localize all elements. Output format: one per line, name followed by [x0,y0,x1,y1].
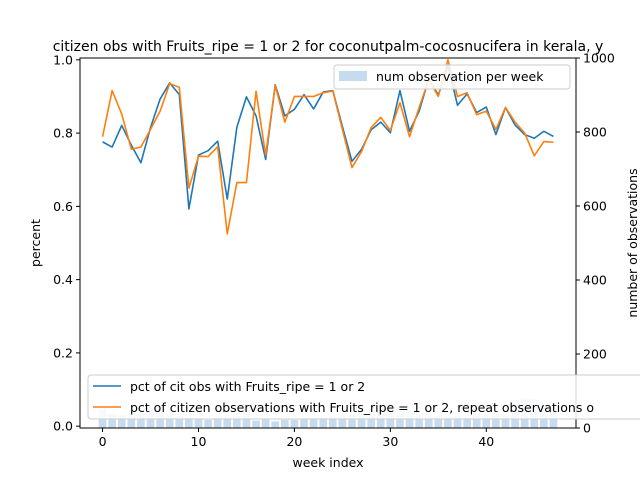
bar-42 [501,415,510,428]
legend-bar-label: num observation per week [376,69,544,84]
bar-39 [472,415,481,428]
x-axis-label: week index [292,455,363,470]
y2-tick-label: 800 [583,125,607,140]
bar-20 [290,419,299,428]
bar-12 [213,417,222,428]
bar-18 [271,421,280,428]
bar-41 [492,413,500,428]
legend-line-label-1: pct of citizen observations with Fruits_… [130,400,594,415]
bar-22 [309,418,318,428]
bar-16 [252,420,260,428]
bar-24 [328,416,337,428]
bar-25 [338,416,347,428]
y-axis-label: percent [28,219,43,267]
x-tick-label: 30 [382,434,398,449]
bar-40 [482,416,491,428]
x-tick-label: 20 [286,434,302,449]
y2-tick-label: 200 [583,347,607,362]
bar-7 [165,413,174,428]
bar-35 [434,415,443,428]
x-tick-label: 0 [99,434,107,449]
series-line-1 [101,59,554,235]
bar-23 [319,417,328,428]
y2-tick-label: 600 [583,199,607,214]
legend-upper-frame [333,64,571,90]
y-tick-label: 0.0 [53,419,73,434]
bar-13 [223,416,232,428]
bar-36 [444,416,452,428]
bar-1 [108,413,116,428]
bar-19 [280,419,289,428]
bar-8 [175,416,184,428]
y-tick-label: 0.4 [53,272,73,287]
y-tick-label: 0.8 [53,126,73,141]
y-axis-right: 0 200 400 600 800 1000 [576,51,615,436]
bar-9 [185,417,193,428]
x-tick-label: 40 [478,434,494,449]
line-series [101,59,554,235]
legend-line-label-0: pct of cit obs with Fruits_ripe = 1 or 2 [130,379,365,394]
bar-33 [415,413,423,428]
bar-34 [424,416,433,428]
legend-lower-frame [87,374,640,420]
legend-upper: num observation per week [333,64,571,90]
bar-14 [233,416,241,428]
y-axis-left: 0.0 0.2 0.4 0.6 0.8 1.0 [53,52,80,434]
plot-frame [79,57,577,429]
bar-32 [405,411,414,428]
y2-tick-label: 1000 [583,51,615,66]
bar-37 [453,416,462,428]
bar-4 [137,413,145,428]
bar-21 [300,418,308,428]
x-tick-label: 10 [191,434,207,449]
bar-43 [511,411,519,428]
bar-2 [117,415,126,428]
bar-10 [194,418,203,428]
bar-3 [127,412,136,428]
legend-lower: pct of cit obs with Fruits_ripe = 1 or 2… [87,374,640,420]
x-axis: 0 10 20 30 40 [99,428,494,449]
bar-11 [204,419,212,428]
y-tick-label: 1.0 [53,52,73,67]
bar-38 [463,417,471,428]
bar-27 [357,412,366,428]
bar-17 [261,418,270,428]
y2-tick-label: 400 [583,273,607,288]
legend-bar-swatch [339,71,367,81]
chart-title: citizen obs with Fruits_ripe = 1 or 2 fo… [53,39,604,55]
y-axis-right-label: number of observations [625,168,640,317]
y-tick-label: 0.2 [53,345,73,360]
y2-tick-label: 0 [583,421,591,436]
y-tick-label: 0.6 [53,199,73,214]
bar-26 [348,415,356,428]
